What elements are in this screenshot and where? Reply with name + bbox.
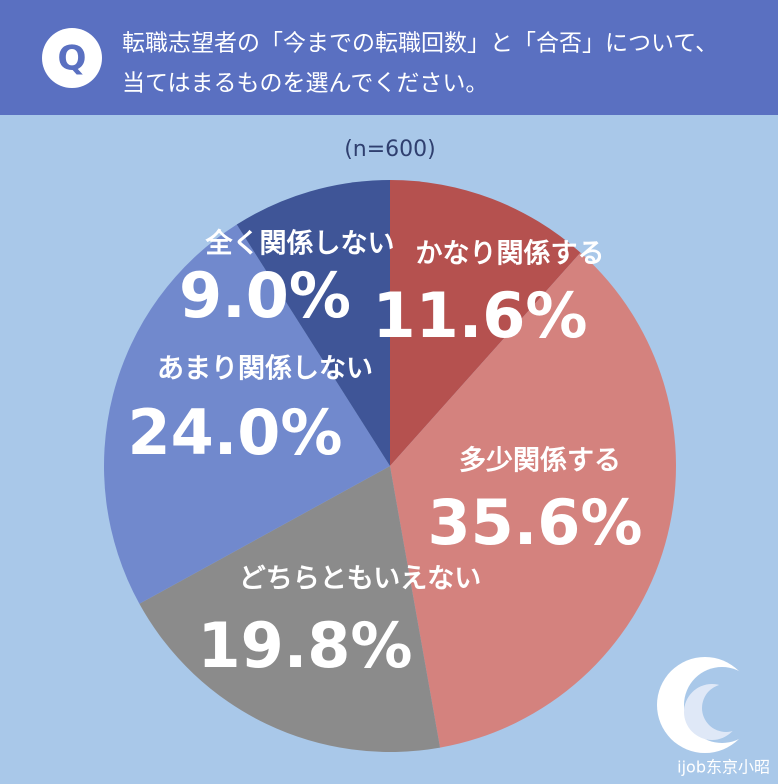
pie-slice xyxy=(390,180,581,466)
watermark: ijob东京小昭 xyxy=(677,758,770,777)
pie-slice xyxy=(104,224,390,604)
slice-label: 全く関係しない xyxy=(205,228,395,260)
pie xyxy=(104,180,676,752)
slice-label: あまり関係しない xyxy=(157,354,373,385)
value-label: 11.6% xyxy=(372,279,587,352)
slice-label: どちらともいえない xyxy=(239,564,481,595)
slice-label: 多少関係する xyxy=(459,446,621,477)
value-label: 9.0% xyxy=(179,259,351,332)
title-line: 当てはまるものを選んでください。 xyxy=(122,71,488,97)
logo-inner-cut xyxy=(702,684,750,732)
value-label: 19.8% xyxy=(197,609,412,682)
value-label: 24.0% xyxy=(127,396,342,469)
pie-slice xyxy=(236,180,390,466)
pie-slice xyxy=(139,466,441,752)
badge-circle xyxy=(42,28,102,88)
header-band xyxy=(0,0,778,115)
pie-slice xyxy=(390,252,676,748)
subtitle: (n=600) xyxy=(344,137,436,162)
title-line: 転職志望者の「今までの転職回数」と「合否」について、 xyxy=(122,31,718,57)
logo xyxy=(657,657,760,753)
value-label: 35.6% xyxy=(427,486,642,559)
badge: Q xyxy=(58,39,87,79)
slice-label: かなり関係する xyxy=(416,239,605,270)
